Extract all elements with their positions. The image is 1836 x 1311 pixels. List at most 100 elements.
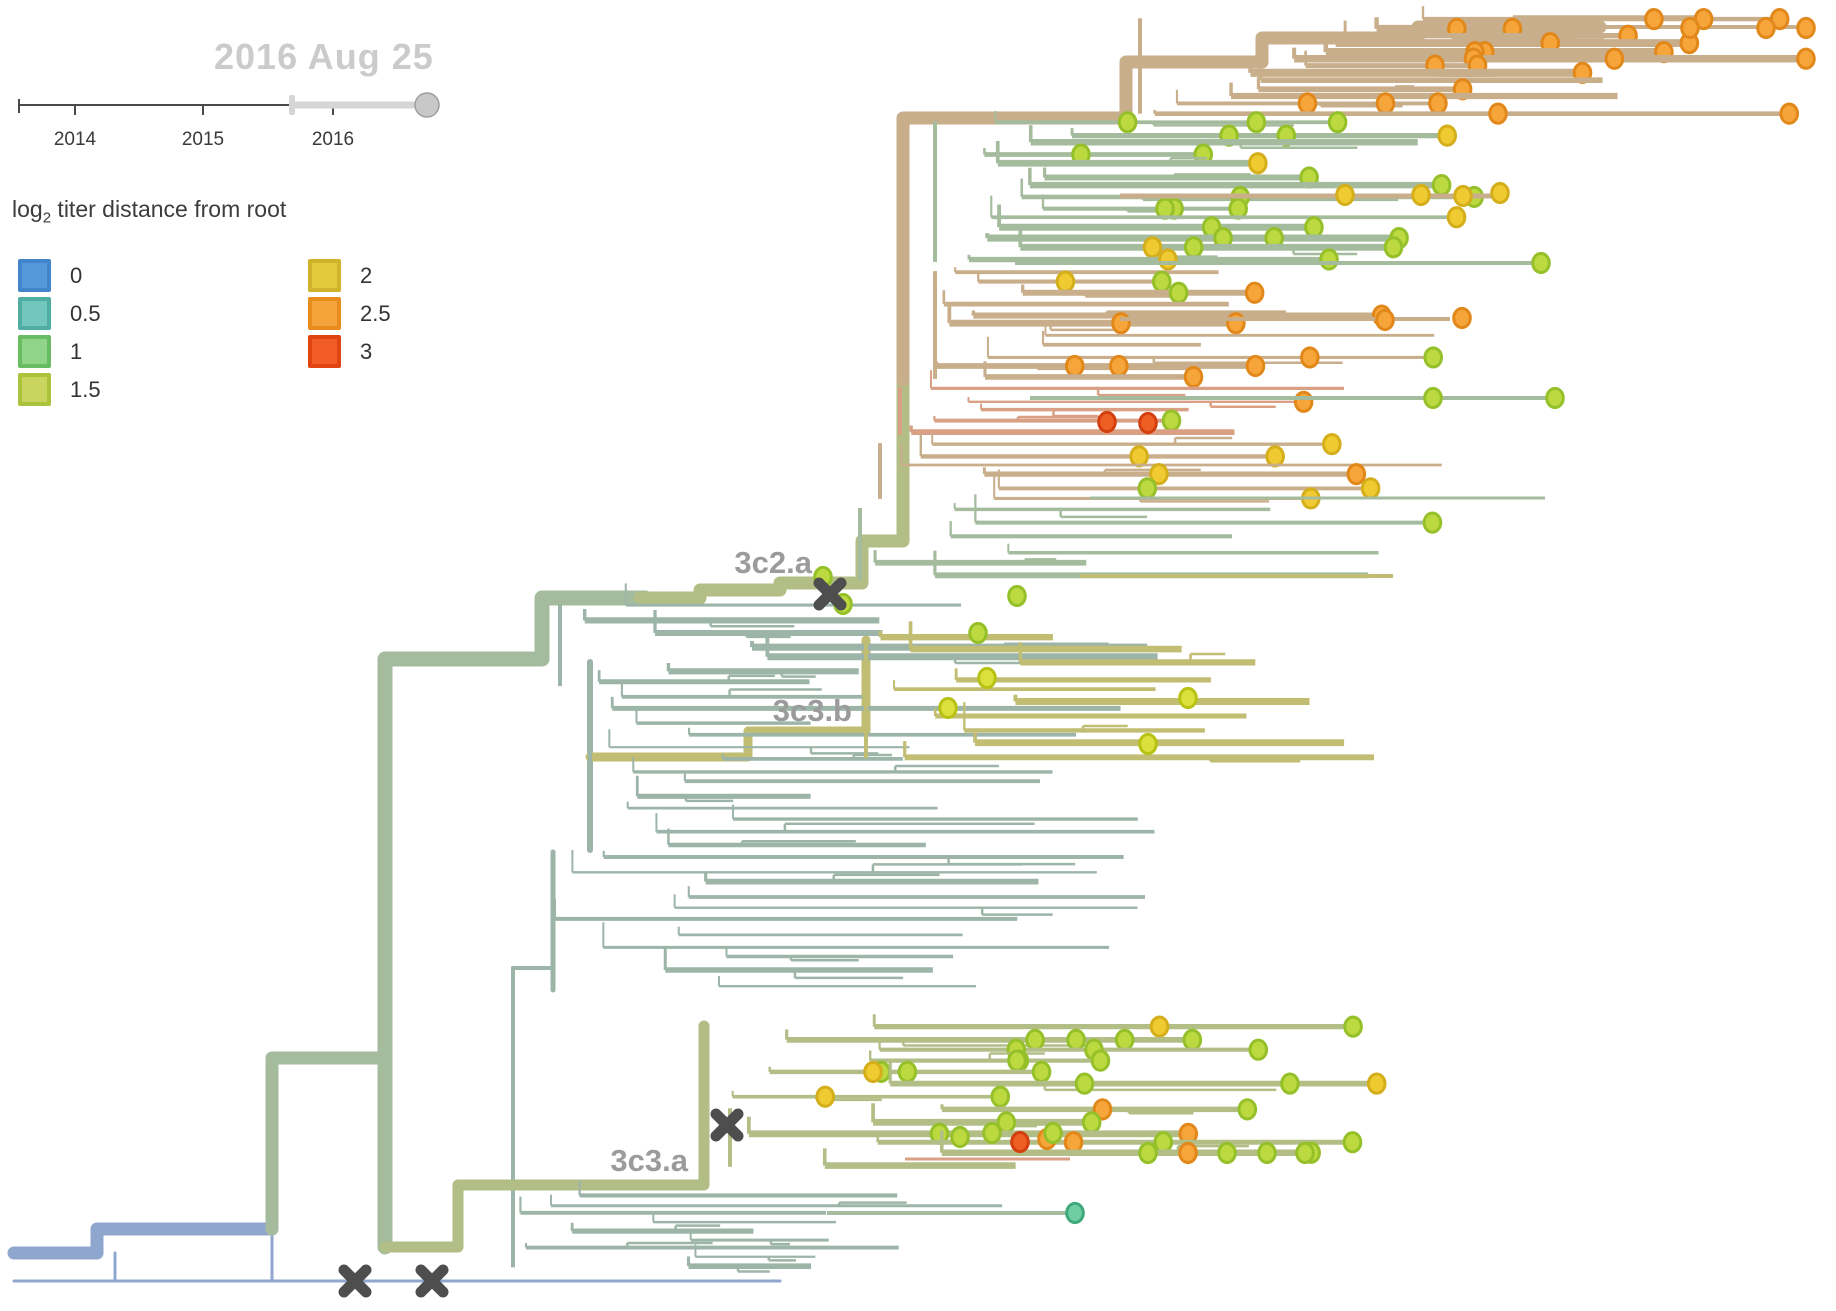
tree-tip-orange[interactable] xyxy=(1796,47,1816,70)
legend-swatch[interactable] xyxy=(308,335,341,369)
date-slider-handle[interactable] xyxy=(414,92,440,118)
tree-tip-lime[interactable] xyxy=(1248,1038,1269,1061)
tree-tip-lime[interactable] xyxy=(1531,251,1551,275)
tree-tip-orange[interactable] xyxy=(1109,354,1129,378)
tree-tip-chartreuse[interactable] xyxy=(938,696,958,720)
tree-tip-yellow[interactable] xyxy=(815,1085,836,1108)
tree-tip-yellow[interactable] xyxy=(1360,477,1381,500)
tree-tip-lime[interactable] xyxy=(1295,1141,1315,1165)
legend-swatch[interactable] xyxy=(18,297,51,331)
tree-tip-yellow[interactable] xyxy=(1248,152,1268,175)
tree-tip-lime[interactable] xyxy=(1217,1141,1237,1165)
tree-tip-lime[interactable] xyxy=(968,621,988,645)
tree-tip-chartreuse[interactable] xyxy=(1138,732,1158,756)
trunk-lower[interactable] xyxy=(265,1051,392,1236)
legend-swatch[interactable] xyxy=(18,373,51,407)
tree-tip-lime[interactable] xyxy=(1114,1028,1135,1051)
tree-tip-lime[interactable] xyxy=(1545,386,1565,410)
tree-tip-orange[interactable] xyxy=(1428,92,1448,115)
tree-tip-orange[interactable] xyxy=(1604,47,1625,70)
tree-tip-lime[interactable] xyxy=(1343,1015,1363,1038)
legend-swatch[interactable] xyxy=(308,297,341,331)
tree-tip-yellow[interactable] xyxy=(1322,433,1342,456)
tree-tip-yellow[interactable] xyxy=(1129,445,1149,468)
tree-tip-lime[interactable] xyxy=(1151,270,1172,293)
tree-tip-red[interactable] xyxy=(1097,410,1117,434)
tree-tip-red[interactable] xyxy=(1010,1130,1030,1154)
tree-tip-orange[interactable] xyxy=(1375,92,1396,115)
tree-tip-lime[interactable] xyxy=(1066,1028,1086,1051)
tree-tip-lime[interactable] xyxy=(1422,511,1443,534)
tree-tip-lime[interactable] xyxy=(1031,1060,1052,1083)
tree-tip-chartreuse[interactable] xyxy=(977,666,997,690)
tree-tip-lime[interactable] xyxy=(1423,386,1443,410)
tree-tip-chartreuse[interactable] xyxy=(1178,686,1198,710)
tree-tip-orange[interactable] xyxy=(1300,346,1320,369)
trunk-main[interactable] xyxy=(377,590,653,1255)
tree-tip-yellow[interactable] xyxy=(1411,183,1431,207)
tree-tip-yellow[interactable] xyxy=(1055,270,1076,293)
tree-tip-lime[interactable] xyxy=(1304,216,1324,239)
range-start-handle[interactable] xyxy=(289,95,295,115)
tree-tip-orange[interactable] xyxy=(1293,390,1314,413)
legend-swatch[interactable] xyxy=(18,259,51,293)
tree-tip-yellow[interactable] xyxy=(1366,1072,1387,1095)
tree-tip-lime[interactable] xyxy=(1007,584,1027,608)
tree-tip-orange[interactable] xyxy=(1756,16,1776,40)
tree-tip-mint[interactable] xyxy=(1065,1201,1085,1225)
tree-tip-yellow[interactable] xyxy=(1149,463,1169,486)
tree-tip-lime[interactable] xyxy=(1237,1098,1258,1121)
tree-tip-orange[interactable] xyxy=(1644,7,1664,31)
tree-tip-lime[interactable] xyxy=(950,1125,970,1149)
tree-tip-orange[interactable] xyxy=(1178,1141,1198,1165)
tree-tip-lime[interactable] xyxy=(1257,1141,1277,1165)
tree-tip-lime[interactable] xyxy=(1137,477,1158,500)
tree-tip-red[interactable] xyxy=(1138,411,1158,435)
tree-tip-lime[interactable] xyxy=(1161,409,1182,432)
tree-tip-lime[interactable] xyxy=(1081,1111,1102,1134)
tree-tip-lime[interactable] xyxy=(1327,111,1348,134)
legend-swatch[interactable] xyxy=(308,259,341,293)
tree-tip-yellow[interactable] xyxy=(1437,124,1458,147)
tree-tip-lime[interactable] xyxy=(1043,1121,1063,1145)
tree-tip-lime[interactable] xyxy=(1138,1141,1158,1165)
bb-3c3a[interactable] xyxy=(379,1020,710,1253)
tree-tip-orange[interactable] xyxy=(1226,312,1246,335)
tree-tip-orange[interactable] xyxy=(1297,92,1318,115)
tree-tip-yellow[interactable] xyxy=(1490,181,1510,205)
tree-tip-lime[interactable] xyxy=(990,1085,1011,1108)
tree-tip-orange[interactable] xyxy=(1680,16,1700,40)
tree-tip-orange[interactable] xyxy=(1064,354,1085,378)
tree-tip-orange[interactable] xyxy=(1488,102,1508,125)
tree-tip-orange[interactable] xyxy=(1796,16,1816,40)
tree-tip-lime[interactable] xyxy=(1090,1049,1111,1072)
tree-tip-lime[interactable] xyxy=(1182,1028,1203,1051)
tree-tip-lime[interactable] xyxy=(1025,1028,1045,1051)
tree-tip-lime[interactable] xyxy=(1074,1072,1095,1095)
tree-tip-lime[interactable] xyxy=(1007,1049,1027,1072)
tree-tip-lime[interactable] xyxy=(1117,111,1138,134)
tree-tip-yellow[interactable] xyxy=(1158,248,1178,271)
tree-tip-orange[interactable] xyxy=(1092,1098,1113,1121)
tree-tip-yellow[interactable] xyxy=(1446,206,1467,229)
tree-tip-lime[interactable] xyxy=(1168,281,1189,304)
tree-tip-yellow[interactable] xyxy=(1335,183,1355,207)
tree-tip-orange[interactable] xyxy=(1183,365,1204,389)
bb-3c2a-olive[interactable] xyxy=(633,353,910,605)
tree-tip-orange[interactable] xyxy=(1111,312,1131,335)
tree-tip-lime[interactable] xyxy=(1246,111,1267,134)
tree-tip-orange[interactable] xyxy=(1245,354,1266,378)
tree-tip-orange[interactable] xyxy=(1244,281,1265,304)
tree-tip-orange[interactable] xyxy=(1063,1131,1084,1154)
tree-tip-yellow[interactable] xyxy=(1265,445,1285,468)
tree-tip-yellow[interactable] xyxy=(863,1060,883,1084)
tree-tip-lime[interactable] xyxy=(1183,236,1204,259)
tree-tip-lime[interactable] xyxy=(1423,346,1444,369)
tree-tip-lime[interactable] xyxy=(1153,1131,1174,1154)
tree-tip-lime[interactable] xyxy=(1342,1131,1363,1154)
tree-tip-lime[interactable] xyxy=(1383,236,1404,259)
tree-tip-orange[interactable] xyxy=(1346,463,1367,486)
tree-tip-yellow[interactable] xyxy=(1142,236,1163,259)
tree-tip-lime[interactable] xyxy=(897,1060,918,1083)
tree-tip-lime[interactable] xyxy=(982,1121,1002,1145)
